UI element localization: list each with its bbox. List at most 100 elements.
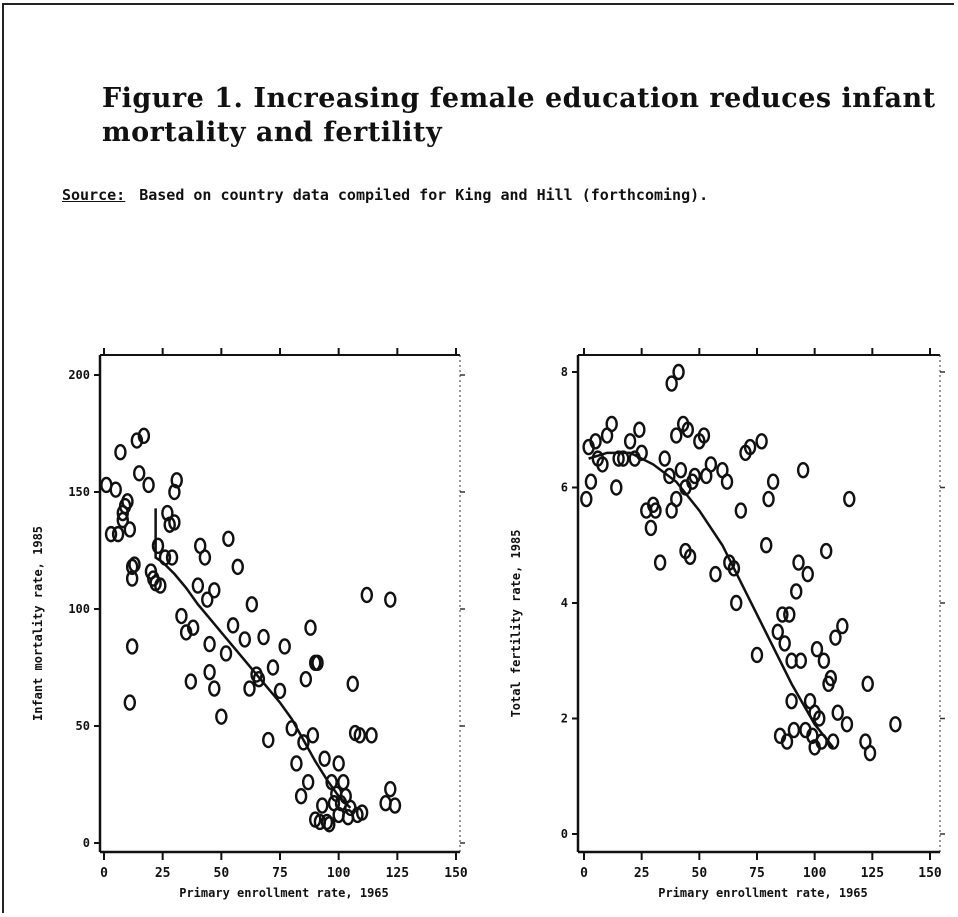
x-tick-label: 75 (272, 866, 288, 881)
data-point (688, 467, 701, 485)
data-point (245, 596, 259, 613)
data-point (116, 511, 129, 529)
data-point (813, 710, 826, 727)
data-point (179, 624, 193, 641)
data-point (384, 591, 397, 608)
data-point (203, 663, 216, 681)
data-point (727, 560, 741, 577)
data-point (238, 631, 252, 648)
data-point (299, 671, 313, 688)
data-point (681, 421, 694, 438)
data-point (184, 673, 198, 690)
x-tick-label: 50 (214, 866, 230, 881)
data-point (836, 617, 849, 635)
data-point (755, 433, 768, 450)
data-point (294, 788, 308, 805)
data-point (158, 549, 172, 566)
data-point (262, 731, 275, 749)
chart-total-fertility: 0 25 50 75 100 125 150 0 2 4 6 8 Primary enrollment … (509, 348, 945, 900)
data-point (776, 606, 789, 623)
source-text: Based on country data compiled for King … (139, 186, 709, 204)
data-point (697, 427, 711, 444)
x-tick-label: 0 (580, 866, 588, 881)
data-point (290, 755, 303, 772)
data-point (360, 586, 374, 604)
data-point (365, 727, 378, 744)
data-point (278, 638, 291, 655)
data-point (658, 450, 671, 467)
data-point (730, 594, 743, 612)
data-point (301, 773, 315, 791)
source-label: Source: (62, 186, 126, 204)
data-point (304, 619, 317, 636)
data-point (796, 461, 810, 479)
data-point (861, 675, 874, 693)
data-point (123, 521, 137, 538)
data-point (792, 554, 805, 571)
data-point (222, 530, 235, 547)
data-point (580, 490, 593, 508)
data-point (231, 558, 244, 576)
data-point (346, 675, 359, 693)
data-point (778, 635, 791, 652)
data-point (154, 577, 167, 594)
data-point (596, 456, 609, 473)
data-point (219, 645, 233, 662)
data-point (114, 444, 127, 461)
data-point (649, 502, 662, 519)
data-point (785, 692, 798, 710)
data-point (257, 628, 270, 646)
x-tick-label: 125 (386, 866, 409, 881)
data-point (787, 721, 801, 739)
data-point (790, 583, 803, 600)
data-point (815, 733, 828, 750)
y-tick-label: 2 (561, 712, 568, 726)
data-point (820, 542, 833, 560)
data-point (750, 646, 764, 664)
x-tick-label: 100 (327, 866, 351, 881)
data-point (783, 606, 796, 623)
y-axis-label: Total fertility rate, 1985 (509, 530, 523, 718)
data-point (130, 432, 144, 449)
data-point (355, 804, 369, 821)
data-point (109, 481, 122, 498)
data-point (817, 652, 831, 669)
data-point (318, 750, 331, 767)
data-point (215, 708, 228, 725)
data-point (826, 733, 840, 750)
data-point (670, 490, 683, 508)
y-tick-label: 4 (561, 596, 568, 610)
x-tick-label: 25 (634, 866, 650, 881)
data-point (679, 479, 692, 496)
y-tick-label: 0 (83, 836, 90, 850)
figure-source: Source: Based on country data compiled fo… (62, 186, 708, 204)
data-point (132, 465, 146, 482)
data-point (186, 619, 200, 636)
data-point (128, 556, 141, 573)
data-point (863, 744, 877, 762)
y-axis-label: Infant mortality rate, 1985 (31, 526, 45, 721)
x-tick-label: 75 (749, 866, 765, 881)
data-point (653, 554, 667, 571)
data-point (208, 680, 221, 697)
data-point (670, 427, 683, 444)
data-point (208, 582, 221, 599)
y-tick-label: 6 (561, 481, 568, 495)
data-point (743, 438, 757, 456)
y-tick-label: 0 (561, 827, 568, 841)
data-point (175, 607, 188, 625)
data-point (674, 461, 688, 479)
x-tick-label: 0 (100, 866, 108, 881)
data-point (840, 716, 854, 733)
data-point (297, 734, 310, 751)
data-point (316, 797, 329, 814)
figure-title-line-2: mortality and fertility (102, 117, 443, 148)
data-point (801, 565, 814, 583)
data-point (170, 472, 183, 489)
data-point (198, 549, 212, 566)
data-point (633, 421, 646, 438)
x-tick-label: 50 (692, 866, 708, 881)
data-point (121, 493, 134, 510)
data-point (762, 490, 775, 508)
data-point (123, 694, 137, 711)
